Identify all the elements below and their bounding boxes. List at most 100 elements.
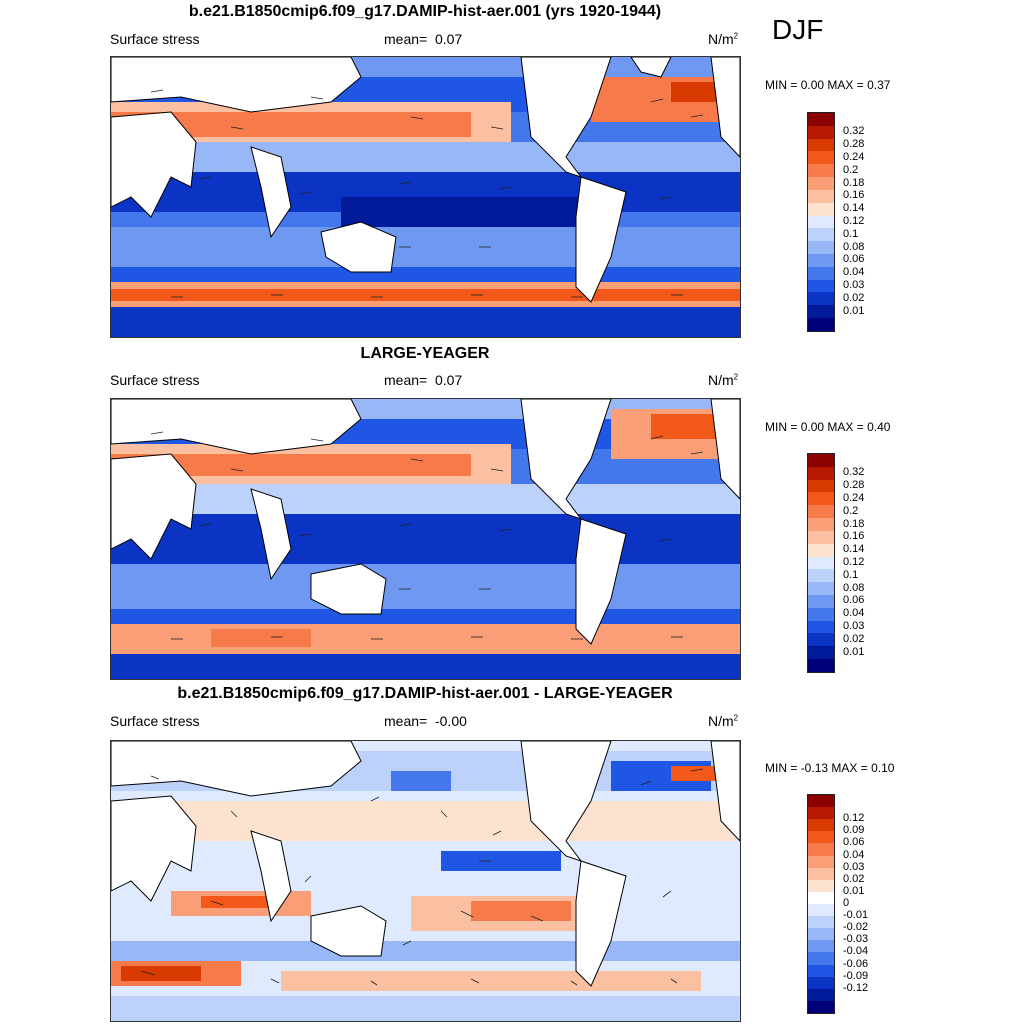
colorbar-tick-label: 0.12 [843, 215, 865, 227]
colorbar-swatch [808, 543, 834, 557]
colorbar-tick-label: 0.02 [843, 291, 865, 304]
colorbar-swatch [808, 479, 834, 493]
panel-3-mean-value: -0.00 [434, 713, 467, 729]
panel-3-units-text: N/m [708, 713, 734, 729]
colorbar-swatch [808, 266, 834, 280]
panel-2-variable-label: Surface stress [110, 372, 200, 388]
panel-3-colorbar [807, 794, 835, 1014]
colorbar-swatch [808, 891, 834, 904]
colorbar-swatch [808, 819, 834, 832]
colorbar-tick-label: 0.12 [843, 556, 865, 568]
panel-3-units-sup: 2 [733, 713, 739, 723]
colorbar-tick-label: 0.28 [843, 479, 865, 492]
colorbar-tick-label: 0.01 [843, 884, 865, 897]
colorbar-swatch [808, 855, 834, 868]
colorbar-tick-label: 0.01 [843, 304, 865, 317]
panel-3-mean-label: mean= [384, 713, 428, 729]
colorbar-swatch [808, 795, 834, 808]
colorbar-swatch [808, 505, 834, 519]
colorbar-swatch [808, 976, 834, 989]
panel-2-mean-value: 0.07 [434, 372, 463, 388]
colorbar-swatch [808, 843, 834, 856]
colorbar-tick-label: 0.1 [843, 227, 859, 240]
colorbar-swatch [808, 867, 834, 880]
colorbar-tick-label: 0 [843, 897, 850, 909]
colorbar-tick-label: 0.16 [843, 189, 865, 202]
panel-2-units-sup: 2 [733, 372, 739, 382]
panel-1-map [110, 56, 741, 338]
colorbar-swatch [808, 305, 834, 318]
colorbar-tick-label: -0.03 [843, 933, 869, 946]
colorbar-tick-label: 0.1 [843, 568, 859, 581]
colorbar-swatch [808, 659, 834, 672]
colorbar-swatch [808, 202, 834, 216]
panel-3-title: b.e21.B1850cmip6.f09_g17.DAMIP-hist-aer.… [177, 685, 673, 702]
colorbar-swatch [808, 569, 834, 583]
colorbar-tick-label: 0.03 [843, 279, 865, 292]
panel-2-max-value: 0.40 [867, 420, 891, 434]
colorbar-swatch [808, 253, 834, 267]
panel-2-colorbar [807, 453, 835, 673]
panel-2-minmax: MIN = 0.00 MAX = 0.40 [765, 420, 890, 434]
colorbar-tick-label: 0.18 [843, 517, 865, 530]
colorbar-tick-label: 0.12 [843, 812, 865, 825]
panel-2-units-text: N/m [708, 372, 734, 388]
panel-2-mean-label: mean= [384, 372, 428, 388]
panel-3-map [110, 740, 741, 1022]
colorbar-swatch [808, 582, 834, 595]
panel-2-min-label: MIN = [765, 420, 798, 434]
colorbar-tick-label: 0.03 [843, 620, 865, 633]
panel-1-variable-label: Surface stress [110, 31, 200, 47]
colorbar-swatch [808, 241, 834, 254]
colorbar-tick-label: 0.03 [843, 860, 865, 873]
colorbar-swatch [808, 646, 834, 659]
colorbar-tick-label: 0.06 [843, 836, 865, 849]
colorbar-swatch [808, 607, 834, 621]
colorbar-tick-label: -0.04 [843, 945, 869, 958]
colorbar-swatch [808, 916, 834, 929]
panel-3-max-label: MAX = [831, 761, 868, 775]
colorbar-swatch [808, 831, 834, 844]
colorbar-swatch [808, 903, 834, 917]
panel-1-min-label: MIN = [765, 78, 798, 92]
panel-2-min-value: 0.00 [800, 420, 825, 434]
colorbar-tick-label: 0.06 [843, 253, 865, 266]
colorbar-tick-label: -0.06 [843, 957, 869, 970]
panel-1-min-value: 0.00 [800, 78, 825, 92]
colorbar-tick-label: 0.04 [843, 266, 865, 279]
colorbar-swatch [808, 466, 834, 480]
panel-2-title: LARGE-YEAGER [360, 345, 490, 362]
colorbar-swatch [808, 177, 834, 190]
panel-2-map-svg [111, 399, 740, 679]
colorbar-tick-label: 0.09 [843, 824, 865, 837]
panel-1-mean-value: 0.07 [434, 31, 463, 47]
colorbar-swatch [808, 215, 834, 229]
colorbar-swatch [808, 279, 834, 293]
colorbar-swatch [808, 189, 834, 203]
panel-1-colorbar [807, 112, 835, 332]
panel-2-mean: mean= 0.07 [384, 372, 462, 388]
colorbar-tick-label: 0.16 [843, 530, 865, 543]
colorbar-swatch [808, 113, 834, 126]
panel-3-units: N/m2 [708, 713, 738, 729]
colorbar-tick-label: -0.09 [843, 969, 869, 982]
colorbar-swatch [808, 964, 834, 977]
colorbar-tick-label: 0.02 [843, 872, 865, 885]
colorbar-swatch [808, 928, 834, 941]
colorbar-tick-label: 0.06 [843, 594, 865, 607]
colorbar-tick-label: -0.02 [843, 921, 869, 934]
panel-1-units-sup: 2 [733, 31, 739, 41]
colorbar-tick-label: 0.18 [843, 176, 865, 189]
panel-3-min-value: -0.13 [800, 761, 829, 775]
panel-3-max-value: 0.10 [871, 761, 895, 775]
panel-1-max-value: 0.37 [867, 78, 891, 92]
panel-2-units: N/m2 [708, 372, 738, 388]
colorbar-tick-label: 0.32 [843, 125, 865, 138]
panel-1-mean: mean= 0.07 [384, 31, 462, 47]
colorbar-swatch [808, 138, 834, 152]
colorbar-tick-label: 0.32 [843, 466, 865, 479]
colorbar-swatch [808, 164, 834, 178]
colorbar-tick-label: 0.08 [843, 581, 865, 594]
colorbar-tick-label: 0.02 [843, 632, 865, 645]
colorbar-swatch [808, 228, 834, 242]
